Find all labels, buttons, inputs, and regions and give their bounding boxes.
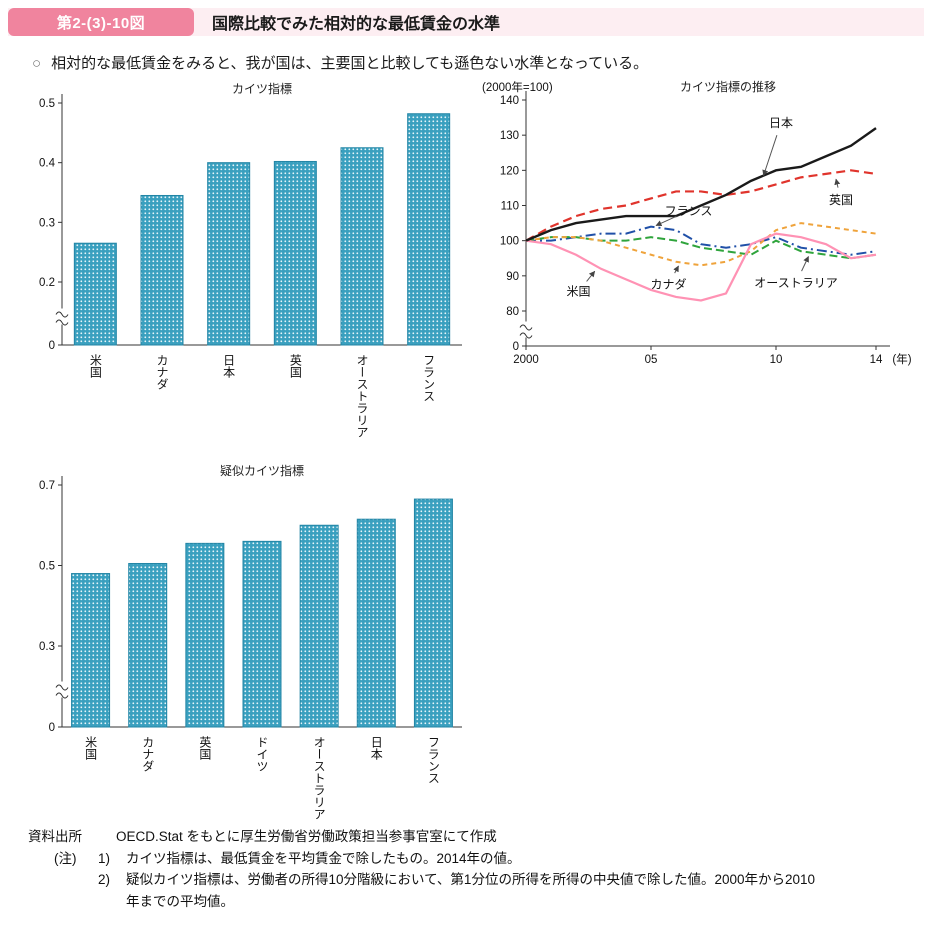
series-日本: [525, 127, 877, 242]
category-label: 米国: [84, 736, 98, 760]
source-label: 資料出所: [28, 829, 82, 844]
series-annotation: カナダ: [650, 277, 686, 292]
svg-text:(年): (年): [892, 352, 911, 366]
series-カナダ: [525, 222, 877, 267]
note-label: (注): [54, 850, 77, 866]
svg-text:05: 05: [645, 354, 658, 366]
svg-text:疑似カイツ指標: 疑似カイツ指標: [220, 463, 304, 478]
svg-text:140: 140: [500, 95, 519, 107]
source-row: 資料出所 OECD.Stat をもとに厚生労働省労働政策担当参事官室にて作成: [28, 826, 912, 848]
figure-title: 国際比較でみた相対的な最低賃金の水準: [212, 16, 501, 33]
note-number-1: 1): [98, 850, 111, 866]
category-label: 日本: [369, 736, 383, 761]
series-オーストラリア: [525, 236, 877, 260]
bar-英国: [273, 160, 317, 346]
note-number-2: 2): [98, 872, 111, 888]
svg-text:0: 0: [513, 341, 519, 353]
lead-text: 相対的な最低賃金をみると、我が国は、主要国と比較しても遜色ない水準となっている。: [51, 55, 649, 72]
series-annotation: フランス: [665, 204, 713, 218]
kaitz-index-bar-chart: カイツ指標 0 0.2 0.3 0.4 0.5 米国 カナダ 日本 英国 オーストラリア フランス: [39, 81, 462, 438]
svg-text:10: 10: [770, 354, 783, 366]
bar-カナダ: [128, 562, 168, 728]
series-annotation: 米国: [566, 285, 590, 299]
category-label: カナダ: [155, 354, 169, 390]
note-text-1: カイツ指標は、最低賃金を平均賃金で除したもの。2014年の値。: [126, 850, 521, 866]
svg-text:0.3: 0.3: [39, 217, 55, 229]
bar-米国: [73, 242, 117, 346]
bar-カナダ: [140, 194, 184, 346]
svg-text:(2000年=100): (2000年=100): [482, 80, 553, 94]
pseudo-kaitz-index-bar-chart: 疑似カイツ指標 0 0.3 0.5 0.7 米国 カナダ 英国 ドイツ オーストラリア 日本 フランス: [39, 463, 462, 820]
svg-text:0.4: 0.4: [39, 158, 56, 170]
series-annotation: 英国: [829, 193, 853, 207]
category-label: カナダ: [141, 736, 155, 772]
svg-text:0.5: 0.5: [39, 98, 55, 110]
category-label: フランス: [422, 354, 436, 402]
note-row-2: 2) 疑似カイツ指標は、労働者の所得10分階級において、第1分位の所得を所得の中…: [28, 869, 912, 912]
svg-text:0: 0: [49, 340, 55, 352]
svg-text:2000: 2000: [513, 354, 539, 366]
kaitz-index-trend-line-chart: (2000年=100) カイツ指標の推移 0 80 90 100 110 120 130 140 2…: [482, 79, 912, 366]
category-label: フランス: [426, 736, 440, 784]
bar-米国: [71, 573, 111, 728]
bar-オーストラリア: [299, 524, 339, 728]
bullet-marker: ○: [32, 55, 42, 72]
svg-text:0.7: 0.7: [39, 480, 55, 492]
svg-text:120: 120: [500, 165, 519, 177]
svg-text:110: 110: [501, 201, 519, 213]
svg-text:80: 80: [506, 306, 519, 318]
svg-text:130: 130: [500, 130, 519, 142]
bar-フランス: [413, 498, 453, 728]
svg-text:100: 100: [500, 236, 519, 248]
svg-text:0: 0: [49, 722, 55, 734]
source-notes: 資料出所 OECD.Stat をもとに厚生労働省労働政策担当参事官室にて作成 (…: [28, 826, 912, 912]
series-annotation: オーストラリア: [754, 276, 837, 290]
source-text: OECD.Stat をもとに厚生労働省労働政策担当参事官室にて作成: [116, 829, 497, 844]
svg-text:0.2: 0.2: [39, 277, 55, 289]
figure-number: 第2-(3)-10図: [56, 14, 146, 32]
bar-日本: [207, 162, 251, 346]
category-label: 英国: [288, 354, 302, 378]
bar-日本: [356, 518, 396, 728]
note-row-1: (注) 1) カイツ指標は、最低賃金を平均賃金で除したもの。2014年の値。: [28, 848, 912, 870]
svg-text:0.3: 0.3: [39, 641, 55, 653]
svg-text:0.5: 0.5: [39, 561, 55, 573]
category-label: 米国: [88, 354, 102, 378]
series-annotation: 日本: [769, 116, 793, 130]
bar-英国: [185, 542, 225, 728]
bar-フランス: [407, 113, 451, 346]
svg-text:90: 90: [506, 271, 519, 283]
category-label: 日本: [222, 354, 236, 379]
series-米国: [525, 232, 877, 302]
lead-sentence: ○ 相対的な最低賃金をみると、我が国は、主要国と比較しても遜色ない水準となっている…: [32, 52, 648, 73]
bar-オーストラリア: [340, 147, 384, 346]
figure-number-badge: 第2-(3)-10図: [8, 8, 194, 36]
svg-text:カイツ指標: カイツ指標: [232, 81, 292, 96]
svg-text:14: 14: [870, 354, 883, 366]
category-label: オーストラリア: [355, 354, 369, 438]
series-フランス: [526, 225, 877, 256]
svg-text:カイツ指標の推移: カイツ指標の推移: [680, 79, 776, 94]
bar-ドイツ: [242, 540, 282, 728]
category-label: ドイツ: [255, 736, 269, 772]
category-label: オーストラリア: [312, 736, 326, 820]
category-label: 英国: [198, 736, 212, 760]
note-text-2: 疑似カイツ指標は、労働者の所得10分階級において、第1分位の所得を所得の中央値で…: [126, 872, 816, 909]
series-英国: [525, 169, 877, 242]
